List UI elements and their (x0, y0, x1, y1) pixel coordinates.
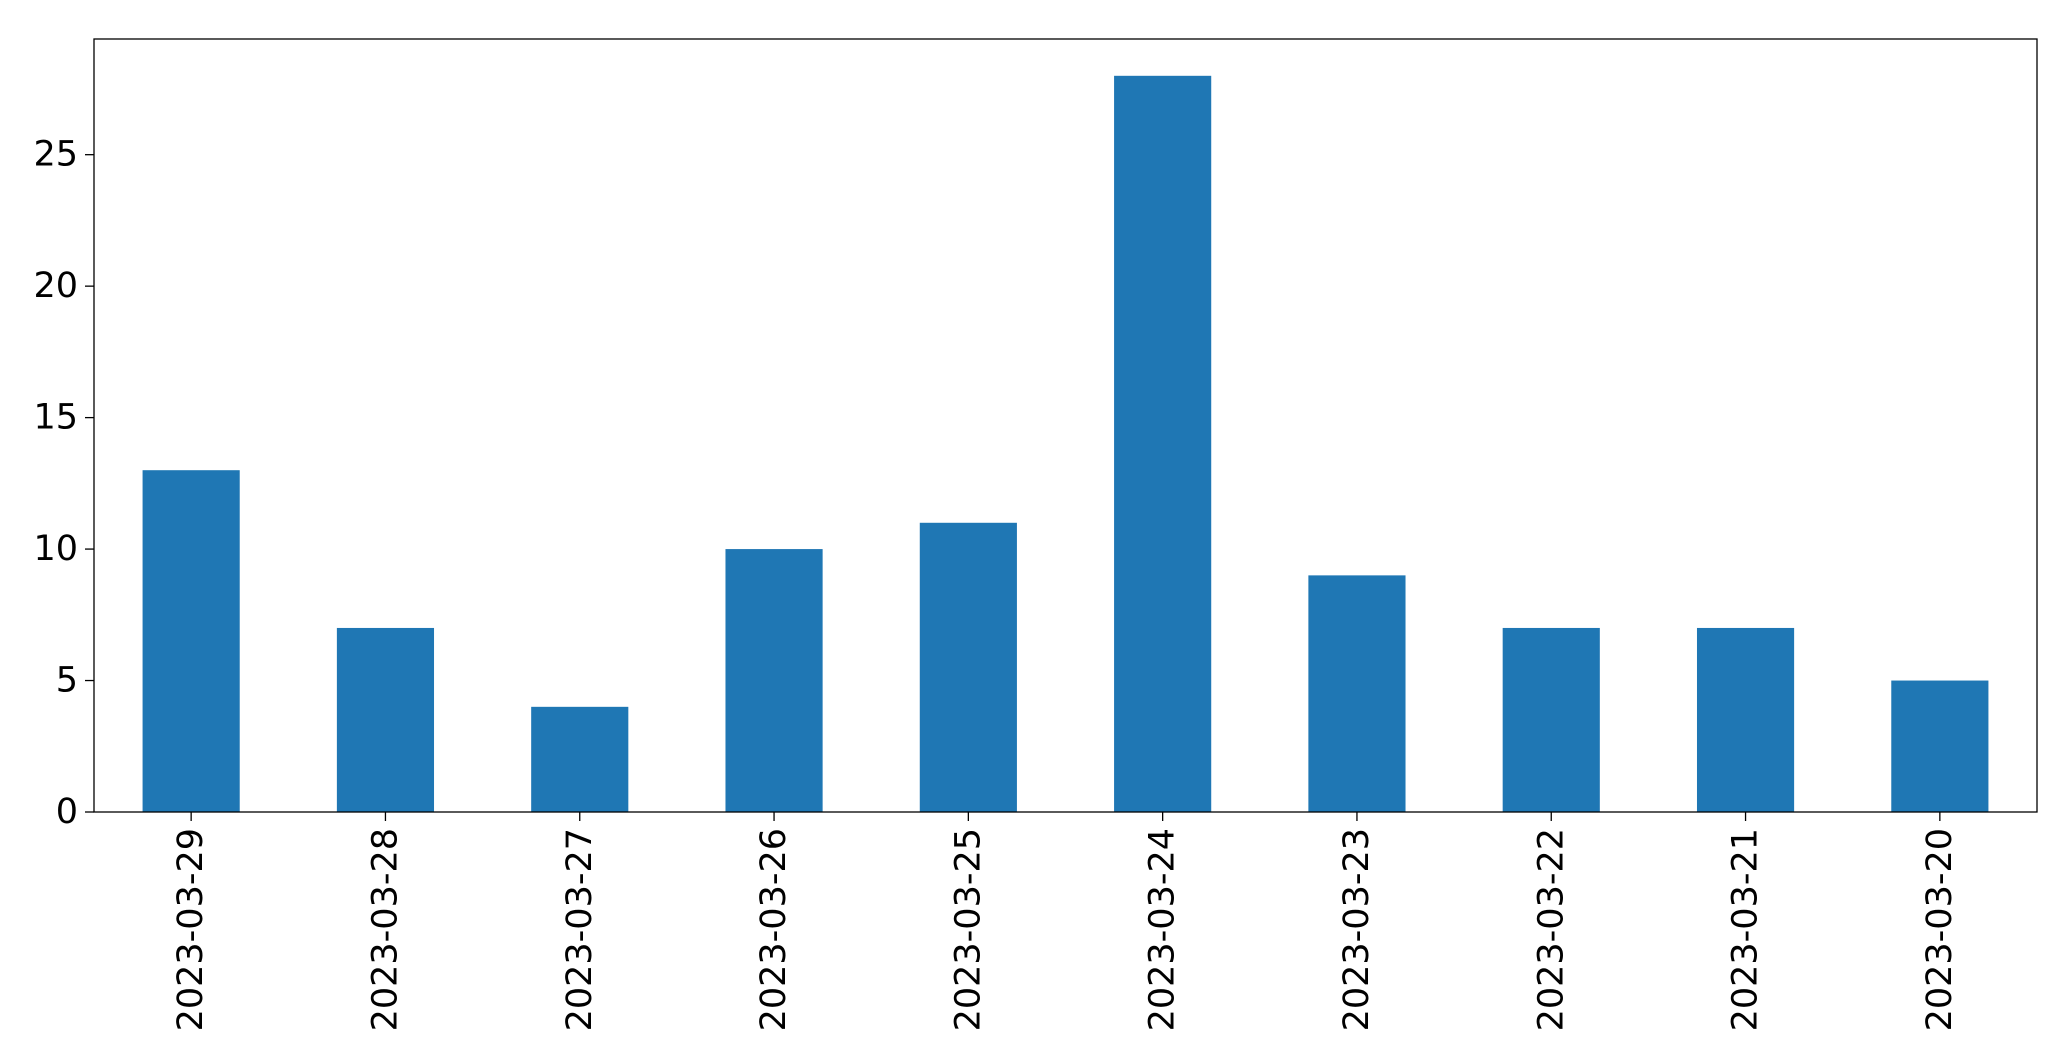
bars-group (142, 75, 1989, 813)
bar-2023-03-25 (919, 522, 1017, 812)
y-tick-label: 15 (33, 398, 78, 438)
bar-2023-03-20 (1891, 680, 1989, 812)
y-tick-label: 20 (33, 266, 78, 306)
bar-2023-03-22 (1502, 627, 1600, 812)
bar-2023-03-27 (531, 706, 629, 812)
bar-2023-03-28 (336, 627, 435, 812)
bar-2023-03-21 (1696, 627, 1795, 812)
y-tick-label: 5 (56, 661, 78, 701)
bar-2023-03-29 (142, 470, 240, 812)
bar-2023-03-23 (1308, 575, 1406, 812)
y-tick-label: 25 (33, 135, 78, 175)
y-tick-label: 10 (33, 529, 78, 569)
y-tick-label: 0 (56, 792, 78, 832)
y-axis: 0 5 10 15 20 25 (33, 135, 94, 832)
x-tick-label: 2023-03-21 (1726, 828, 1766, 1031)
plot-frame (93, 38, 2038, 813)
x-tick-label: 2023-03-25 (948, 828, 988, 1031)
x-tick-label: 2023-03-29 (171, 828, 211, 1031)
bar-2023-03-26 (725, 549, 823, 812)
bar-2023-03-24 (1114, 75, 1212, 813)
x-tick-label: 2023-03-24 (1143, 828, 1183, 1031)
x-axis: 2023-03-29 2023-03-28 2023-03-27 2023-03-26… (171, 812, 1960, 1031)
x-tick-label: 2023-03-28 (365, 828, 405, 1031)
x-tick-label: 2023-03-27 (560, 828, 600, 1031)
x-tick-label: 2023-03-20 (1920, 828, 1960, 1031)
x-tick-label: 2023-03-23 (1337, 828, 1377, 1031)
x-tick-label: 2023-03-26 (754, 828, 794, 1031)
x-tick-label: 2023-03-22 (1531, 828, 1571, 1031)
